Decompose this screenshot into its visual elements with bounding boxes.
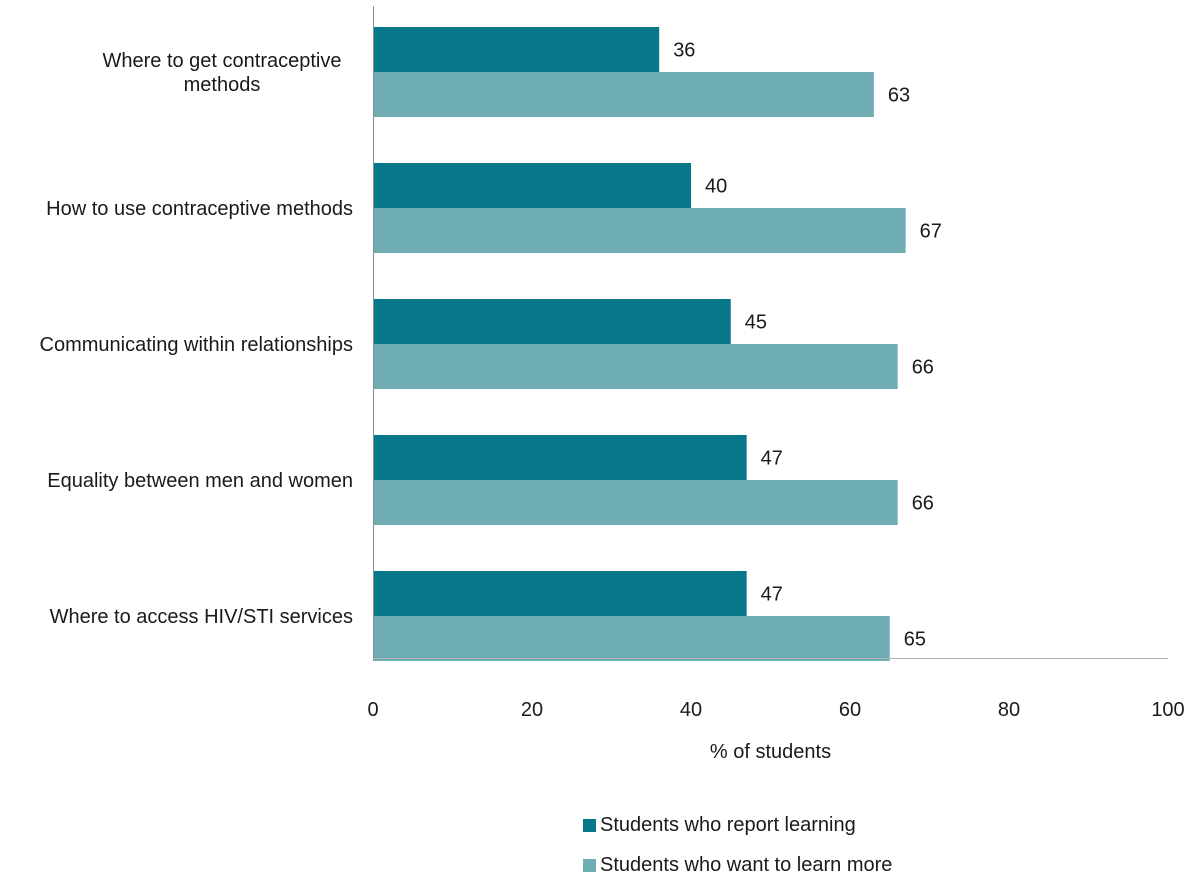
data-label-report-learning-0: 36: [673, 40, 695, 62]
legend-swatch-report-learning: [583, 818, 596, 832]
category-label-3: Equality between men and women: [47, 470, 353, 492]
x-tick-label-80: 80: [998, 699, 1020, 721]
bar-want-to-learn-2: [373, 344, 898, 389]
data-label-report-learning-1: 40: [705, 176, 727, 198]
category-label-4: Where to access HIV/STI services: [50, 606, 353, 628]
category-label-1: How to use contraceptive methods: [46, 198, 353, 220]
x-tick-label-60: 60: [839, 699, 861, 721]
bar-want-to-learn-1: [373, 208, 906, 253]
category-label-0-line-0: Where to get contraceptive: [102, 50, 341, 72]
bar-want-to-learn-3: [373, 480, 898, 525]
x-tick-label-40: 40: [680, 699, 702, 721]
category-label-2: Communicating within relationships: [40, 334, 353, 356]
bar-want-to-learn-4: [373, 616, 890, 661]
bar-report-learning-2: [373, 299, 731, 344]
data-label-report-learning-2: 45: [745, 312, 767, 334]
x-axis-title: % of students: [710, 741, 831, 763]
x-tick-label-0: 0: [367, 699, 378, 721]
bar-report-learning-3: [373, 435, 747, 480]
data-label-want-to-learn-4: 65: [904, 629, 926, 651]
bar-report-learning-1: [373, 163, 691, 208]
data-label-want-to-learn-2: 66: [912, 357, 934, 379]
legend-label-report-learning: Students who report learning: [600, 813, 856, 836]
data-label-report-learning-4: 47: [761, 584, 783, 606]
legend-swatch-want-to-learn: [583, 858, 596, 872]
bar-report-learning-4: [373, 571, 747, 616]
data-label-want-to-learn-1: 67: [920, 221, 942, 243]
legend-label-want-to-learn: Students who want to learn more: [600, 853, 893, 876]
category-label-0-line-1: methods: [184, 74, 261, 96]
x-tick-label-100: 100: [1151, 699, 1184, 721]
x-tick-label-20: 20: [521, 699, 543, 721]
legend-item-want-to-learn: Students who want to learn more: [583, 852, 892, 878]
bar-want-to-learn-0: [373, 72, 874, 117]
data-label-want-to-learn-3: 66: [912, 493, 934, 515]
data-label-report-learning-3: 47: [761, 448, 783, 470]
legend: Students who report learning Students wh…: [583, 812, 892, 892]
bar-report-learning-0: [373, 27, 660, 72]
category-label-0: Where to get contraceptive methods: [102, 50, 341, 96]
legend-item-report-learning: Students who report learning: [583, 812, 892, 838]
data-label-want-to-learn-0: 63: [888, 85, 910, 107]
